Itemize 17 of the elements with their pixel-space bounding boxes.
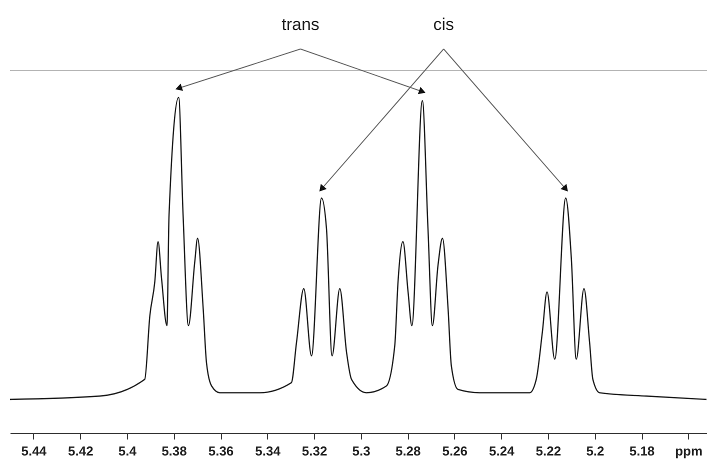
x-tick-label: 5.26 [442, 444, 468, 458]
x-tick-label: 5.34 [255, 444, 282, 458]
x-tick-label: 5.3 [352, 444, 370, 458]
text: trans [282, 14, 320, 34]
x-tick-label: 5.42 [68, 444, 94, 458]
x-tick-label: 5.28 [395, 444, 421, 458]
x-tick-label: 5.36 [208, 444, 234, 458]
x-tick-label: 5.44 [21, 444, 48, 458]
x-tick-label: ppm [675, 444, 703, 458]
x-tick-label: 5.4 [118, 444, 138, 458]
x-tick-label: 5.38 [162, 444, 187, 458]
x-tick-label: 5.22 [536, 444, 562, 458]
x-tick-label: 5.24 [489, 444, 516, 458]
text: cis [433, 14, 454, 34]
x-tick-label: 5.2 [586, 444, 604, 458]
x-tick-label: 5.32 [302, 444, 328, 458]
x-tick-label: 5.18 [629, 444, 655, 458]
